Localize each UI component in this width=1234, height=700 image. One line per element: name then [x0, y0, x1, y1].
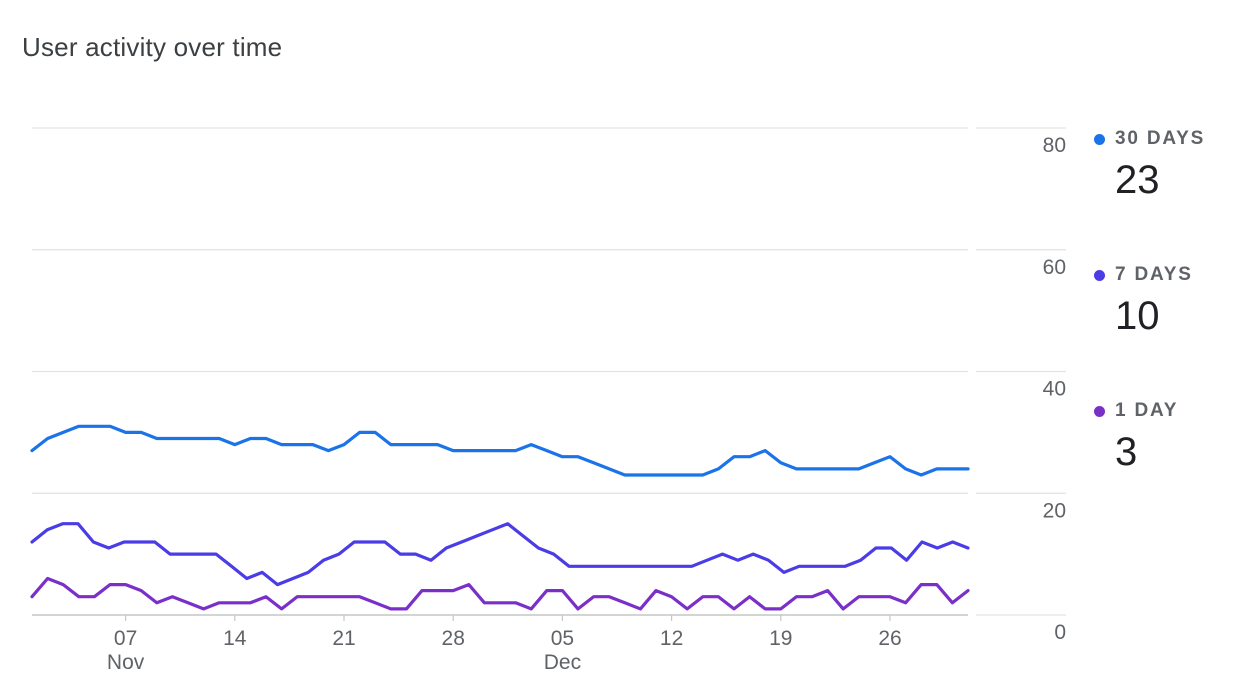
legend-label: 7 DAYS	[1115, 264, 1193, 285]
series-layer	[30, 424, 970, 611]
y-tick-label: 20	[1043, 499, 1066, 522]
legend-dot-icon	[1094, 269, 1105, 281]
x-tick-label: 05	[551, 627, 574, 650]
y-tick-label: 0	[1054, 621, 1066, 644]
y-tick-label: 80	[1043, 134, 1066, 157]
y-tick-label: 60	[1043, 256, 1066, 279]
x-tick-label: 21	[332, 627, 355, 650]
legend-value: 3	[1115, 430, 1138, 474]
x-tick-label: 14	[223, 627, 247, 650]
legend: 30 DAYS 23 7 DAYS 10 1 DAY 3	[1094, 128, 1205, 536]
legend-dot-icon	[1094, 133, 1105, 145]
x-tick-month-label: Dec	[544, 651, 581, 674]
legend-label: 1 DAY	[1115, 400, 1179, 421]
y-axis-ticks: 0 20 40 60 80	[1043, 134, 1066, 644]
legend-label: 30 DAYS	[1115, 128, 1206, 149]
legend-item-7-days[interactable]: 7 DAYS 10	[1094, 264, 1205, 400]
grid-layer	[32, 127, 1066, 616]
legend-dot-icon	[1094, 405, 1105, 417]
x-tick-label: 28	[442, 627, 465, 650]
x-tick-label: 12	[660, 627, 683, 650]
x-tick-label: 07	[114, 627, 137, 650]
legend-value: 23	[1115, 158, 1160, 202]
x-tick-label: 26	[878, 627, 901, 650]
chart-title: User activity over time	[22, 32, 283, 62]
x-tick-month-label: Nov	[107, 651, 145, 674]
legend-item-1-day[interactable]: 1 DAY 3	[1094, 400, 1205, 536]
series-line-7-days[interactable]	[30, 522, 970, 587]
series-line-30-days[interactable]	[30, 424, 970, 477]
legend-item-30-days[interactable]: 30 DAYS 23	[1094, 128, 1205, 264]
series-line-1-day[interactable]	[30, 576, 970, 611]
x-tick-label: 19	[769, 627, 792, 650]
legend-value: 10	[1115, 294, 1160, 338]
y-tick-label: 40	[1043, 378, 1066, 401]
